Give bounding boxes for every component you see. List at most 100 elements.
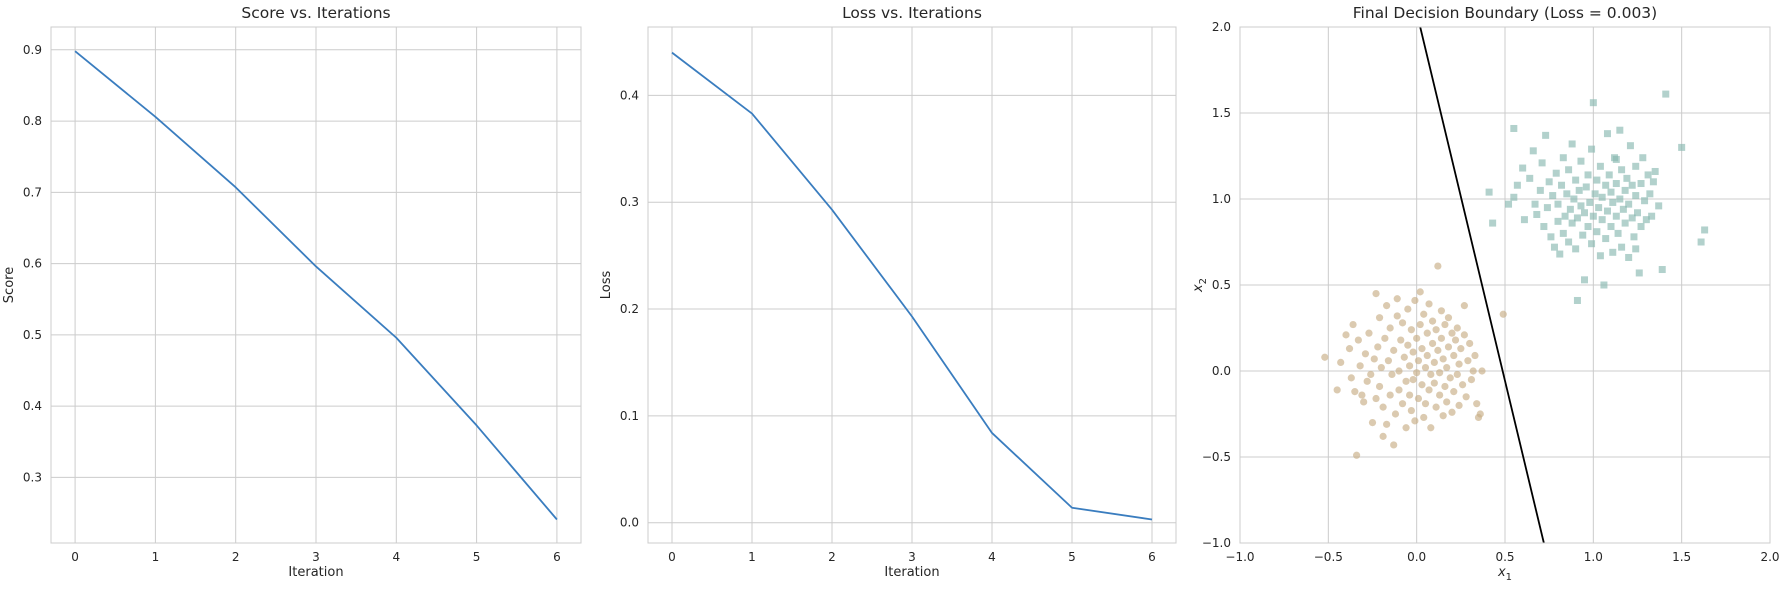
y-tick-label: 0.8	[23, 114, 42, 128]
scatter-point-circle	[1395, 386, 1403, 394]
scatter-point-square	[1581, 276, 1588, 284]
scatter-point-circle	[1411, 417, 1419, 425]
scatter-point-circle	[1476, 410, 1484, 418]
scatter-point-square	[1588, 240, 1596, 248]
scatter-point-square	[1632, 162, 1640, 170]
y-axis-label-main: Score	[2, 267, 17, 303]
scatter-point-circle	[1448, 408, 1456, 416]
scatter-point-square	[1565, 166, 1573, 174]
scatter-point-square	[1568, 219, 1576, 227]
scatter-point-circle	[1425, 386, 1433, 394]
scatter-point-square	[1559, 229, 1567, 237]
scatter-point-circle	[1444, 314, 1453, 322]
scatter-point-square	[1572, 245, 1580, 253]
scatter-point-circle	[1354, 336, 1362, 344]
scatter-point-circle	[1460, 302, 1468, 310]
scatter-point-square	[1646, 190, 1654, 198]
scatter-point-circle	[1425, 300, 1433, 308]
scatter-point-square	[1607, 223, 1615, 231]
y-tick-label: 2.0	[1212, 20, 1231, 34]
scatter-point-square	[1612, 212, 1620, 220]
scatter-point-circle	[1430, 358, 1438, 366]
scatter-point-square	[1542, 131, 1550, 139]
scatter-point-square	[1600, 281, 1608, 289]
scatter-point-square	[1639, 154, 1647, 162]
scatter-point-square	[1536, 186, 1544, 194]
scatter-point-circle	[1386, 324, 1394, 332]
y-tick-label: 0.0	[620, 516, 639, 530]
scatter-point-square	[1584, 223, 1592, 231]
scatter-point-square	[1513, 181, 1521, 189]
scatter-point-circle	[1423, 351, 1431, 360]
scatter-point-circle	[1383, 420, 1391, 428]
scatter-point-square	[1519, 164, 1527, 172]
scatter-point-circle	[1386, 391, 1394, 399]
scatter-point-circle	[1402, 424, 1410, 432]
scatter-point-circle	[1455, 401, 1463, 409]
scatter-point-circle	[1347, 374, 1355, 382]
scatter-point-square	[1625, 200, 1633, 208]
scatter-point-square	[1628, 181, 1636, 189]
scatter-point-circle	[1427, 370, 1435, 379]
scatter-point-circle	[1453, 324, 1461, 332]
scatter-point-square	[1572, 176, 1580, 184]
scatter-point-circle	[1321, 353, 1329, 361]
x-tick-label: 5	[473, 550, 481, 564]
scatter-point-square	[1588, 145, 1596, 153]
x-tick-label: 3	[312, 550, 320, 564]
scatter-point-square	[1552, 169, 1560, 177]
x-tick-label: 4	[392, 550, 400, 564]
scatter-point-square	[1554, 200, 1562, 208]
scatter-point-circle	[1416, 288, 1424, 296]
scatter-point-circle	[1414, 394, 1423, 403]
scatter-point-circle	[1450, 351, 1458, 360]
scatter-point-square	[1632, 245, 1640, 253]
y-tick-label: 1.0	[1212, 192, 1231, 206]
x-tick-label: 1	[748, 550, 756, 564]
x-tick-label: 1.0	[1584, 550, 1603, 564]
scatter-point-square	[1485, 188, 1493, 196]
scatter-point-square	[1618, 166, 1626, 174]
y-tick-label: 0.0	[1212, 364, 1231, 378]
y-tick-label: 0.3	[23, 470, 42, 484]
scatter-point-circle	[1374, 343, 1382, 351]
scatter-point-square	[1625, 253, 1633, 261]
scatter-point-circle	[1372, 290, 1380, 298]
scatter-point-circle	[1421, 400, 1430, 408]
scatter-point-circle	[1361, 350, 1370, 358]
scatter-point-circle	[1398, 400, 1407, 408]
y-tick-label: −0.5	[1202, 450, 1231, 464]
scatter-point-circle	[1356, 362, 1364, 370]
scatter-point-circle	[1379, 432, 1387, 440]
scatter-point-circle	[1393, 295, 1401, 303]
y-tick-label: 0.6	[23, 257, 42, 271]
scatter-point-circle	[1404, 341, 1412, 349]
scatter-point-square	[1626, 142, 1634, 150]
scatter-point-circle	[1402, 377, 1410, 385]
scatter-point-square	[1662, 90, 1670, 98]
scatter-point-circle	[1450, 388, 1458, 396]
scatter-point-square	[1596, 252, 1604, 260]
x-tick-label: 4	[988, 550, 996, 564]
scatter-point-circle	[1439, 412, 1447, 420]
scatter-point-square	[1589, 99, 1597, 107]
x-tick-label: 0.5	[1495, 550, 1514, 564]
scatter-point-square	[1581, 209, 1588, 217]
y-tick-label: 0.9	[23, 43, 42, 57]
scatter-point-circle	[1420, 310, 1428, 318]
scatter-point-square	[1621, 219, 1629, 227]
scatter-point-circle	[1455, 360, 1463, 368]
scatter-point-circle	[1467, 376, 1476, 384]
scatter-point-square	[1573, 296, 1581, 304]
scatter-point-square	[1635, 269, 1643, 277]
scatter-point-circle	[1464, 357, 1472, 365]
scatter-point-square	[1573, 214, 1581, 222]
scatter-point-circle	[1398, 319, 1407, 327]
y-tick-label: 0.3	[620, 195, 639, 209]
axes-frame	[1239, 26, 1771, 544]
scatter-point-square	[1586, 198, 1594, 206]
scatter-point-circle	[1342, 331, 1350, 339]
scatter-point-square	[1616, 195, 1624, 203]
scatter-point-circle	[1407, 406, 1415, 415]
